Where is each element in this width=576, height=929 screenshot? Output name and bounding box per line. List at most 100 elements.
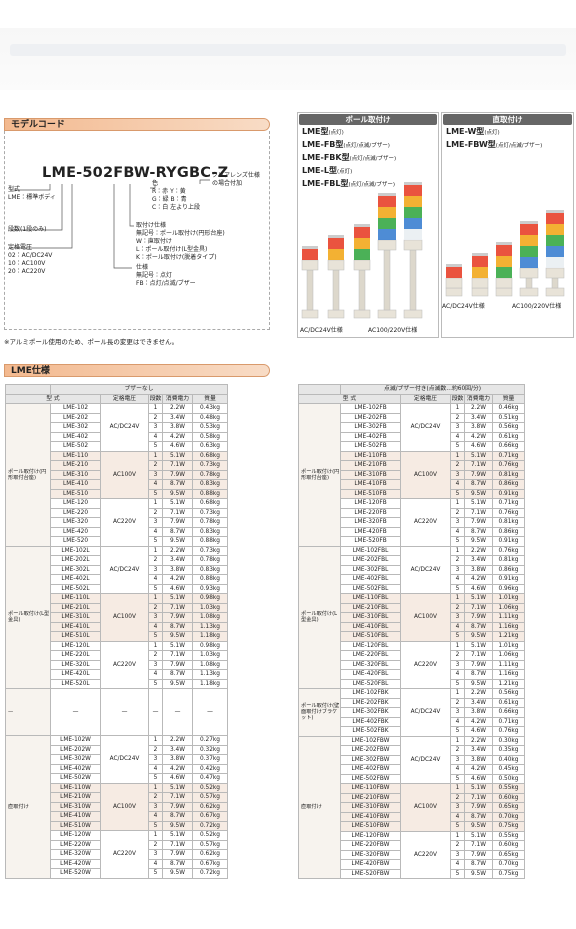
model: LME-420W bbox=[50, 858, 101, 869]
voltage: AC220V bbox=[100, 498, 149, 547]
model: LME-102FBL bbox=[340, 545, 401, 556]
tiers: 4 bbox=[450, 479, 465, 490]
lamp-part bbox=[551, 277, 559, 289]
mass: — bbox=[192, 688, 228, 736]
tiers: 3 bbox=[450, 564, 465, 575]
power: 7.1W bbox=[162, 507, 193, 518]
annotation-line: 20：AC220V bbox=[8, 268, 46, 275]
power: 4.6W bbox=[464, 583, 493, 594]
mass: 0.32kg bbox=[192, 744, 228, 755]
model: LME-520FBW bbox=[340, 868, 401, 879]
annotation-line: 取付け仕様 bbox=[136, 222, 167, 229]
table-row: LME-202FBK 2 3.4W 0.61kg bbox=[299, 697, 525, 708]
power: 9.5W bbox=[162, 488, 193, 499]
section-header: モデルコード bbox=[4, 118, 270, 131]
faded-header bbox=[0, 28, 576, 90]
lamp-part bbox=[378, 196, 396, 207]
table-row: LME-110L AC100V 1 5.1W 0.98kg bbox=[6, 593, 228, 642]
model: LME-420 bbox=[50, 526, 101, 537]
model: LME-320FBL bbox=[340, 659, 401, 670]
model: LME-510FBL bbox=[340, 631, 401, 642]
power: 7.9W bbox=[162, 469, 193, 480]
model: LME-120L bbox=[50, 640, 101, 651]
voltage: AC100V bbox=[100, 593, 149, 642]
model: LME-220W bbox=[50, 839, 101, 850]
lamp-part bbox=[327, 309, 345, 319]
power: 7.1W bbox=[464, 602, 493, 613]
voltage: AC220V bbox=[100, 830, 149, 879]
model: LME-502W bbox=[50, 773, 101, 784]
tiers: — bbox=[148, 688, 163, 736]
box-title: 直取付け bbox=[443, 114, 572, 125]
mount-type: LME-FBW型(点灯/点滅/ブザー) bbox=[442, 139, 573, 152]
mass: 0.48kg bbox=[192, 412, 228, 423]
lamp-part bbox=[472, 256, 488, 267]
model: LME-410 bbox=[50, 479, 101, 490]
mass: 0.86kg bbox=[492, 564, 525, 575]
mass: 0.78kg bbox=[192, 555, 228, 566]
mass: 0.93kg bbox=[192, 583, 228, 594]
lamp-part bbox=[446, 267, 462, 278]
power: 3.8W bbox=[464, 707, 493, 718]
table-row: LME-520FBW 5 9.5W 0.75kg bbox=[299, 868, 525, 879]
table-row: LME-110FB AC100V 1 5.1W 0.71kg bbox=[299, 450, 525, 499]
model: LME-402FBL bbox=[340, 574, 401, 585]
voltage: AC/DC24V bbox=[400, 403, 451, 452]
tiers: 2 bbox=[450, 412, 465, 423]
tiers: 3 bbox=[450, 802, 465, 813]
table-row: LME-120W AC220V 1 5.1W 0.52kg bbox=[6, 830, 228, 879]
power: 4.2W bbox=[162, 431, 193, 442]
tiers: 4 bbox=[450, 574, 465, 585]
voltage: AC220V bbox=[400, 498, 451, 547]
model: LME-410W bbox=[50, 811, 101, 822]
tiers: 3 bbox=[450, 422, 465, 433]
mass: 1.11kg bbox=[492, 612, 525, 623]
power: 7.9W bbox=[162, 801, 193, 812]
table-row: LME-302FB 3 3.8W 0.56kg bbox=[299, 422, 525, 433]
annotation: 定格電圧 02：AC/DC24V 10：AC100V 20：AC220V bbox=[8, 244, 52, 276]
model: LME-220 bbox=[50, 507, 101, 518]
lamp-part bbox=[378, 218, 396, 229]
column-header: 型 式 bbox=[5, 393, 101, 404]
mass: 0.81kg bbox=[492, 555, 525, 566]
power: 7.1W bbox=[162, 792, 193, 803]
table-row: LME-310 3 7.9W 0.78kg bbox=[6, 469, 228, 480]
tiers: 1 bbox=[148, 640, 163, 651]
lamp-part bbox=[378, 207, 396, 218]
table-row: LME-302FBK 3 3.8W 0.66kg bbox=[299, 707, 525, 718]
lamp-part bbox=[404, 196, 422, 207]
mass: 0.46kg bbox=[492, 403, 525, 414]
tiers: 1 bbox=[148, 403, 163, 414]
lamp-part bbox=[495, 287, 513, 297]
mass: 0.63kg bbox=[192, 441, 228, 452]
mount-type: ポール取付け(円形取付台座) bbox=[5, 403, 51, 547]
tiers: 1 bbox=[450, 688, 465, 699]
model: LME-520 bbox=[50, 536, 101, 547]
model: LME-202L bbox=[50, 555, 101, 566]
model: LME-410FBW bbox=[340, 811, 401, 822]
mass: 1.11kg bbox=[492, 659, 525, 670]
mass: 0.71kg bbox=[492, 450, 525, 461]
mount-type: ポール取付け(L型金具) bbox=[5, 545, 51, 689]
power: 7.1W bbox=[162, 602, 193, 613]
power: 3.8W bbox=[464, 422, 493, 433]
mass: 1.03kg bbox=[192, 602, 228, 613]
model: LME-310W bbox=[50, 801, 101, 812]
model: LME-120FBW bbox=[340, 830, 401, 841]
power: 8.7W bbox=[162, 479, 193, 490]
mass: 0.98kg bbox=[192, 593, 228, 604]
tiers: 2 bbox=[450, 602, 465, 613]
model: LME-502L bbox=[50, 583, 101, 594]
power: 2.2W bbox=[162, 403, 193, 414]
type-name: LME-FB型 bbox=[302, 140, 344, 149]
table-row: LME-420L 4 8.7W 1.13kg bbox=[6, 669, 228, 680]
model: LME-310 bbox=[50, 469, 101, 480]
tiers: 3 bbox=[148, 849, 163, 860]
lamp-part bbox=[496, 242, 512, 245]
table-row: — — — — — — bbox=[5, 688, 228, 736]
mass: 0.57kg bbox=[192, 839, 228, 850]
table-row: 直取付け LME-102FBW AC/DC24V 1 2.2W 0.30kg bbox=[298, 735, 525, 879]
mass: 0.30kg bbox=[492, 735, 525, 746]
model: LME-502FBL bbox=[340, 583, 401, 594]
